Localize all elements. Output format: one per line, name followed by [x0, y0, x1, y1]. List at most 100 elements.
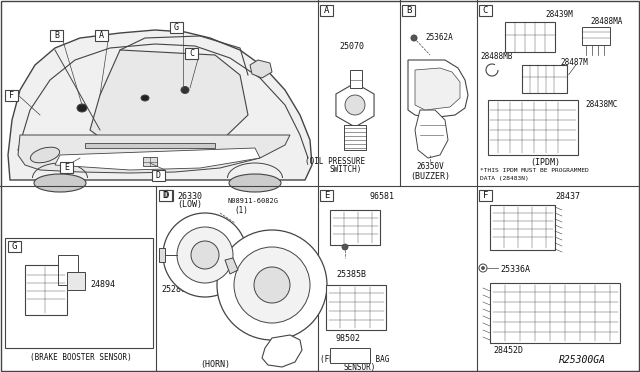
Text: G: G: [12, 242, 17, 251]
Text: SWITCH): SWITCH): [330, 165, 362, 174]
Bar: [490, 205, 555, 250]
Polygon shape: [225, 258, 238, 274]
Bar: [67, 272, 85, 290]
Polygon shape: [8, 30, 312, 180]
Ellipse shape: [34, 174, 86, 192]
Bar: [58, 255, 78, 285]
Text: 28438MC: 28438MC: [585, 100, 618, 109]
Bar: [582, 27, 610, 45]
Text: (BUZZER): (BUZZER): [410, 172, 450, 181]
Text: D: D: [156, 171, 161, 180]
Text: F: F: [483, 191, 488, 200]
Bar: [50, 30, 63, 41]
Text: (LOW): (LOW): [177, 200, 202, 209]
Text: 26350V: 26350V: [416, 162, 444, 171]
Bar: [326, 285, 386, 330]
Bar: [350, 70, 362, 88]
Bar: [505, 22, 555, 52]
Bar: [60, 162, 73, 173]
Bar: [152, 170, 165, 181]
Text: E: E: [64, 163, 69, 172]
Circle shape: [345, 95, 365, 115]
Text: 25385B: 25385B: [336, 270, 366, 279]
Circle shape: [479, 264, 487, 272]
Circle shape: [481, 266, 484, 269]
Text: G: G: [174, 23, 179, 32]
Bar: [320, 190, 333, 201]
Text: C: C: [189, 49, 194, 58]
Text: B: B: [406, 6, 411, 15]
Polygon shape: [336, 83, 374, 127]
Bar: [25, 265, 67, 315]
Text: 24894: 24894: [90, 280, 115, 289]
Text: R25300GA: R25300GA: [559, 355, 606, 365]
Circle shape: [411, 35, 417, 41]
Polygon shape: [262, 335, 302, 367]
Polygon shape: [18, 135, 290, 173]
Bar: [85, 143, 215, 148]
Text: B: B: [54, 31, 59, 40]
Text: DATA (28483N): DATA (28483N): [480, 176, 529, 181]
Text: (FR CTR AIR BAG: (FR CTR AIR BAG: [320, 355, 390, 364]
Bar: [185, 48, 198, 59]
Text: (1): (1): [234, 206, 248, 215]
Bar: [490, 283, 620, 343]
Ellipse shape: [229, 174, 281, 192]
Circle shape: [254, 267, 290, 303]
Text: (HORN): (HORN): [200, 360, 230, 369]
Bar: [170, 22, 183, 33]
Bar: [160, 190, 173, 201]
Text: 28452D: 28452D: [493, 346, 523, 355]
Text: (IPDM): (IPDM): [530, 158, 560, 167]
Circle shape: [234, 247, 310, 323]
Text: C: C: [483, 6, 488, 15]
Text: (BRAKE BOOSTER SENSOR): (BRAKE BOOSTER SENSOR): [30, 353, 132, 362]
Text: E: E: [324, 191, 329, 200]
Text: 28437: 28437: [555, 192, 580, 201]
Text: 26330: 26330: [177, 192, 202, 201]
Polygon shape: [415, 68, 460, 110]
Bar: [479, 5, 492, 16]
Text: SENSOR): SENSOR): [344, 363, 376, 372]
Polygon shape: [415, 110, 448, 158]
Text: 25280G: 25280G: [161, 285, 191, 294]
Bar: [320, 5, 333, 16]
Text: A: A: [324, 6, 329, 15]
Ellipse shape: [141, 95, 149, 101]
Bar: [330, 348, 370, 363]
Bar: [344, 125, 366, 150]
Text: *THIS IPDM MUST BE PROGRAMMED: *THIS IPDM MUST BE PROGRAMMED: [480, 168, 589, 173]
Text: 28488MB: 28488MB: [480, 52, 513, 61]
Ellipse shape: [30, 147, 60, 163]
Text: 98502: 98502: [336, 334, 361, 343]
Text: (OIL PRESSURE: (OIL PRESSURE: [305, 157, 365, 166]
FancyBboxPatch shape: [143, 157, 157, 166]
Text: (HIGH): (HIGH): [270, 348, 300, 357]
Polygon shape: [408, 60, 468, 118]
Text: D: D: [164, 191, 169, 200]
Text: A: A: [99, 31, 104, 40]
Bar: [402, 5, 415, 16]
Text: 25362A: 25362A: [425, 33, 452, 42]
Circle shape: [191, 241, 219, 269]
Text: F: F: [9, 91, 14, 100]
Text: 28488MA: 28488MA: [590, 17, 622, 26]
Bar: [479, 190, 492, 201]
Polygon shape: [250, 60, 272, 78]
Polygon shape: [90, 50, 248, 145]
Circle shape: [177, 227, 233, 283]
Bar: [522, 65, 567, 93]
Bar: [5, 238, 153, 348]
Text: 25070: 25070: [339, 42, 365, 51]
Polygon shape: [55, 148, 260, 170]
Bar: [159, 190, 172, 201]
Circle shape: [163, 213, 247, 297]
Bar: [488, 100, 578, 155]
Ellipse shape: [77, 104, 87, 112]
Bar: [159, 248, 165, 262]
Bar: [330, 210, 380, 245]
Text: 28487M: 28487M: [560, 58, 588, 67]
Text: 25336A: 25336A: [500, 265, 530, 274]
Text: 26310: 26310: [270, 340, 295, 349]
Circle shape: [342, 244, 348, 250]
